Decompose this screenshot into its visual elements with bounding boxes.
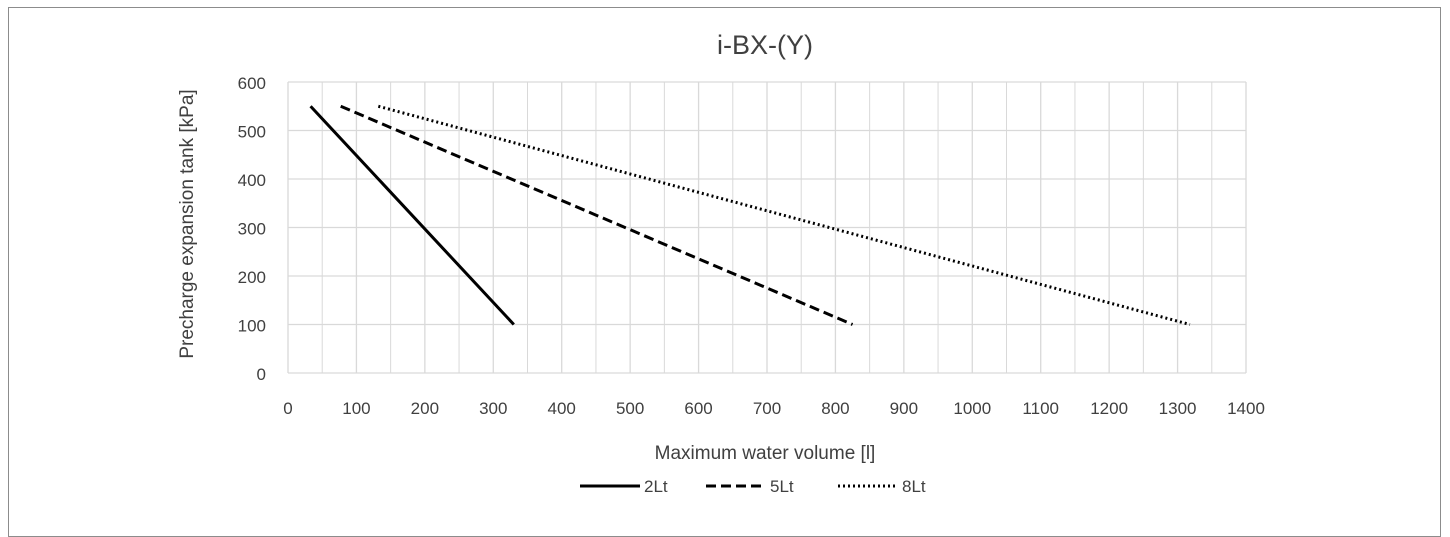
x-tick-label: 500 — [616, 399, 644, 418]
line-chart: i-BX-(Y) 0 100 200 300 400 500 600 0 100 200 300 4… — [177, 30, 1265, 496]
legend-label: 5Lt — [770, 477, 794, 496]
x-axis-label: Maximum water volume [l] — [655, 443, 876, 464]
x-tick-label: 100 — [342, 399, 370, 418]
chart-frame — [8, 7, 1441, 537]
x-tick-label: 300 — [479, 399, 507, 418]
y-axis-label: Precharge expansion tank [kPa] — [177, 89, 198, 358]
y-tick-label: 0 — [257, 365, 266, 384]
legend-label: 2Lt — [644, 477, 668, 496]
chart-title: i-BX-(Y) — [717, 30, 813, 60]
x-tick-label: 200 — [411, 399, 439, 418]
x-tick-label: 1100 — [1022, 399, 1059, 418]
x-tick-label: 0 — [283, 399, 292, 418]
y-tick-label: 300 — [238, 220, 266, 239]
series-line-8Lt — [377, 104, 1191, 326]
x-tick-label: 1200 — [1090, 399, 1128, 418]
x-tick-labels: 0 100 200 300 400 500 600 700 800 900 1000 1100 1200… — [283, 399, 1265, 418]
y-tick-labels: 0 100 200 300 400 500 600 — [238, 74, 266, 384]
y-tick-label: 600 — [238, 74, 266, 93]
y-tick-label: 200 — [238, 268, 266, 287]
x-tick-label: 1300 — [1159, 399, 1197, 418]
x-tick-label: 1000 — [953, 399, 991, 418]
x-tick-label: 1400 — [1227, 399, 1265, 418]
x-tick-label: 400 — [548, 399, 576, 418]
series-line-5Lt — [340, 104, 854, 326]
series-lines — [309, 104, 1191, 326]
legend-label: 8Lt — [902, 477, 926, 496]
y-tick-label: 100 — [238, 317, 266, 336]
series-line-2Lt — [309, 105, 515, 326]
y-tick-label: 500 — [238, 123, 266, 142]
x-tick-label: 600 — [684, 399, 712, 418]
x-tick-label: 900 — [890, 399, 918, 418]
legend: 2Lt 5Lt 8Lt — [580, 477, 926, 496]
x-tick-label: 700 — [753, 399, 781, 418]
gridlines — [287, 81, 1247, 374]
x-tick-label: 800 — [821, 399, 849, 418]
y-tick-label: 400 — [238, 171, 266, 190]
